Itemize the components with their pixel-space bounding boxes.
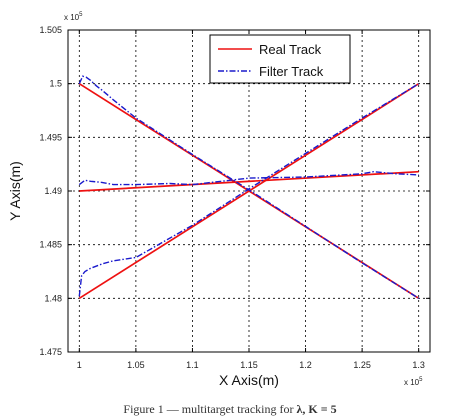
x-tick-label: 1.2	[299, 360, 312, 370]
filter-track-line-1	[78, 75, 420, 299]
y-tick-label: 1.485	[39, 240, 62, 250]
x-exponent-label: x 105	[404, 377, 423, 387]
real-track-line-2	[78, 82, 420, 300]
series-layer	[78, 75, 420, 300]
y-tick-label: 1.475	[39, 347, 62, 357]
filter-track-line-2	[78, 83, 420, 297]
ticks	[68, 29, 430, 353]
y-tick-label: 1.48	[44, 293, 62, 303]
y-tick-label: 1.495	[39, 132, 62, 142]
legend-box	[209, 34, 351, 84]
x-tick-label: 1.3	[412, 360, 425, 370]
x-tick-label: 1.15	[240, 360, 258, 370]
y-tick-labels: 1.475 1.48 1.485 1.49 1.495 1.5 1.505	[39, 25, 62, 357]
x-tick-labels: 1 1.05 1.1 1.15 1.2 1.25 1.3	[77, 360, 425, 370]
x-tick-label: 1.25	[353, 360, 371, 370]
y-tick-label: 1.5	[49, 79, 62, 89]
legend-label-filter-track: Filter Track	[259, 64, 324, 79]
filter-track-line-3	[78, 170, 419, 186]
figure-caption: Figure 1 — multitarget tracking for λ, K…	[123, 402, 336, 416]
y-tick-label: 1.49	[44, 186, 62, 196]
y-tick-label: 1.505	[39, 25, 62, 35]
y-axis-label: Y Axis(m)	[7, 161, 23, 221]
x-axis-label: X Axis(m)	[219, 372, 279, 388]
x-tick-label: 1.1	[186, 360, 199, 370]
real-track-line-3	[79, 170, 419, 192]
x-tick-label: 1	[77, 360, 82, 370]
legend-label-real-track: Real Track	[259, 42, 322, 57]
y-exponent-label: x 105	[64, 12, 83, 22]
x-tick-label: 1.05	[127, 360, 145, 370]
legend: Real Track Filter Track	[209, 34, 351, 84]
